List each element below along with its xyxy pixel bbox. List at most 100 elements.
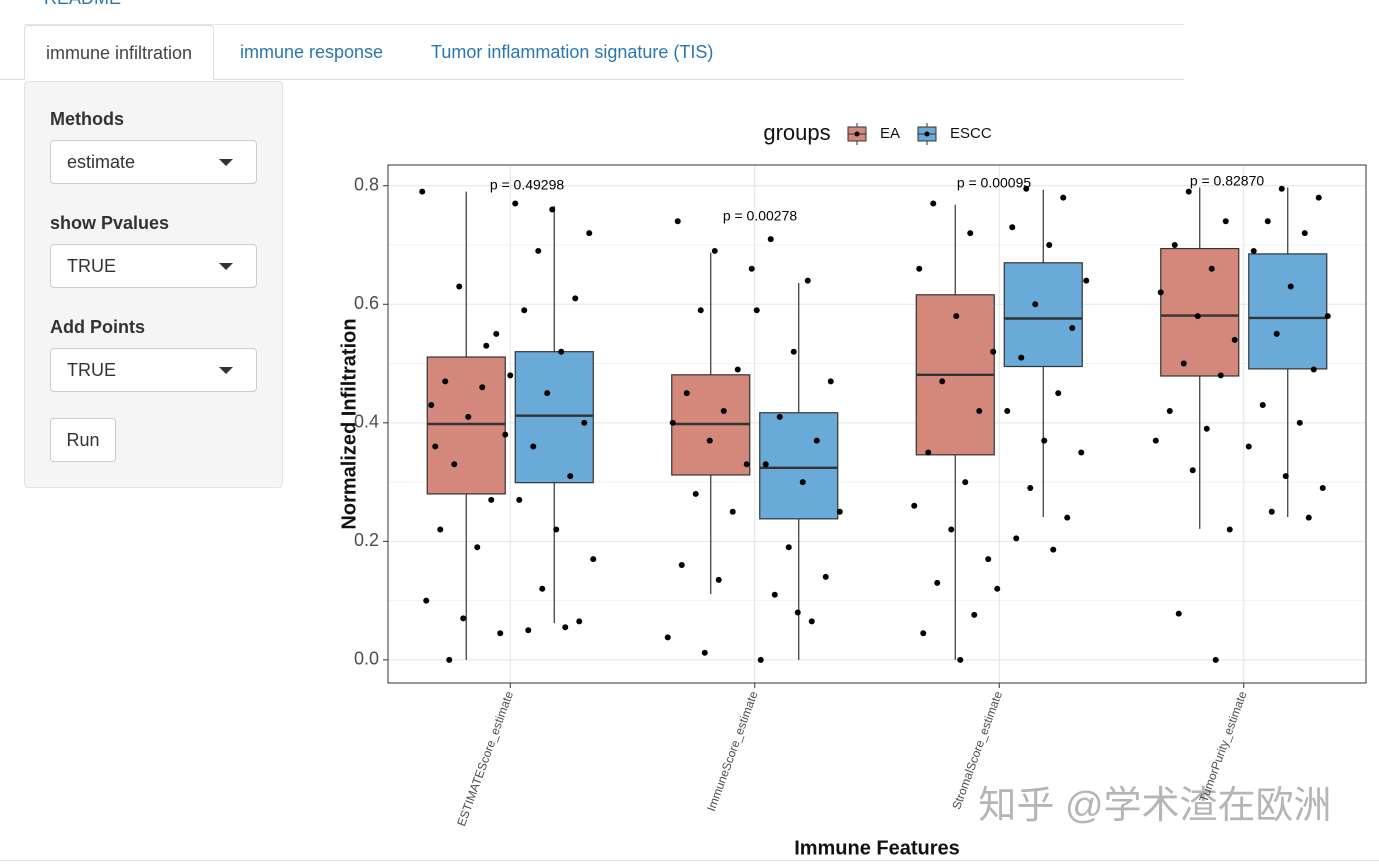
input-label: Add Points xyxy=(50,317,145,337)
point xyxy=(465,413,472,420)
point xyxy=(669,419,676,426)
point xyxy=(962,479,969,486)
grid xyxy=(388,165,1366,683)
select[interactable]: estimate xyxy=(50,140,257,184)
p-value: p = 0.49298 xyxy=(490,177,565,193)
x-tick-label: StromalScore_estimate xyxy=(949,689,1005,811)
point xyxy=(776,413,783,420)
point xyxy=(1203,425,1210,432)
p-value: p = 0.00095 xyxy=(957,175,1032,191)
box xyxy=(1248,253,1328,370)
divider xyxy=(0,860,1379,861)
point xyxy=(994,585,1001,592)
point xyxy=(1050,546,1057,553)
point xyxy=(488,496,495,503)
point xyxy=(535,247,542,254)
point xyxy=(976,407,983,414)
point xyxy=(706,437,713,444)
divider xyxy=(24,24,1184,25)
point xyxy=(1301,230,1308,237)
readme-link[interactable]: README xyxy=(44,0,121,9)
point xyxy=(437,526,444,533)
point xyxy=(967,230,974,237)
point xyxy=(1296,419,1303,426)
box xyxy=(915,294,995,456)
point xyxy=(948,526,955,533)
point xyxy=(516,496,523,503)
point xyxy=(446,656,453,663)
box xyxy=(759,412,839,520)
watermark: 知乎 @学术渣在欧洲 xyxy=(978,785,1331,827)
box xyxy=(1003,262,1083,368)
point xyxy=(762,461,769,468)
run-button[interactable]: Run xyxy=(50,418,116,462)
tab-active[interactable]: immune infiltration xyxy=(24,25,214,80)
point xyxy=(785,544,792,551)
legend-key-point xyxy=(924,131,930,137)
point xyxy=(1305,514,1312,521)
x-tick-label: ESTIMATEScore_estimate xyxy=(454,689,516,828)
input-label: show Pvalues xyxy=(50,213,170,233)
point xyxy=(1319,485,1326,492)
box xyxy=(1160,247,1240,377)
point xyxy=(827,378,834,385)
point xyxy=(525,627,532,634)
point xyxy=(1324,313,1331,320)
point xyxy=(521,307,528,314)
point xyxy=(1310,366,1317,373)
point xyxy=(590,556,597,563)
point xyxy=(813,437,820,444)
select[interactable]: TRUE xyxy=(50,244,257,288)
point xyxy=(539,585,546,592)
point xyxy=(451,461,458,468)
point xyxy=(822,573,829,580)
point xyxy=(1226,526,1233,533)
select[interactable]: TRUE xyxy=(50,348,257,392)
point xyxy=(939,378,946,385)
point xyxy=(715,576,722,583)
point xyxy=(1245,443,1252,450)
point xyxy=(442,378,449,385)
tab[interactable]: immune response xyxy=(240,42,384,62)
point xyxy=(1287,283,1294,290)
point xyxy=(697,307,704,314)
tab[interactable]: Tumor inflammation signature (TIS) xyxy=(431,42,714,62)
point xyxy=(683,390,690,397)
point xyxy=(743,461,750,468)
point xyxy=(432,443,439,450)
point xyxy=(1078,449,1085,456)
point xyxy=(562,624,569,631)
point xyxy=(971,611,978,618)
point xyxy=(1268,508,1275,515)
point xyxy=(720,407,727,414)
x-tick-label: ImmuneScore_estimate xyxy=(704,689,761,813)
point xyxy=(572,295,579,302)
p-value: p = 0.00278 xyxy=(723,208,798,224)
point xyxy=(1264,218,1271,225)
x-axis-title: Immune Features xyxy=(794,837,960,859)
plot-panel xyxy=(388,165,1366,683)
point xyxy=(1185,188,1192,195)
point xyxy=(1032,301,1039,308)
point xyxy=(1152,437,1159,444)
point xyxy=(419,188,426,195)
point xyxy=(692,490,699,497)
box xyxy=(426,356,506,495)
y-tick-label: 0.4 xyxy=(354,412,379,432)
point xyxy=(1083,277,1090,284)
point xyxy=(1250,247,1257,254)
p-value: p = 0.82870 xyxy=(1190,173,1265,189)
y-tick-label: 0.2 xyxy=(354,530,379,550)
point xyxy=(1027,485,1034,492)
point xyxy=(794,609,801,616)
point xyxy=(479,384,486,391)
point xyxy=(1004,407,1011,414)
point xyxy=(920,630,927,637)
point xyxy=(1023,185,1030,192)
point xyxy=(1064,514,1071,521)
point xyxy=(1013,535,1020,542)
point xyxy=(957,656,964,663)
point xyxy=(934,579,941,586)
point xyxy=(423,597,430,604)
